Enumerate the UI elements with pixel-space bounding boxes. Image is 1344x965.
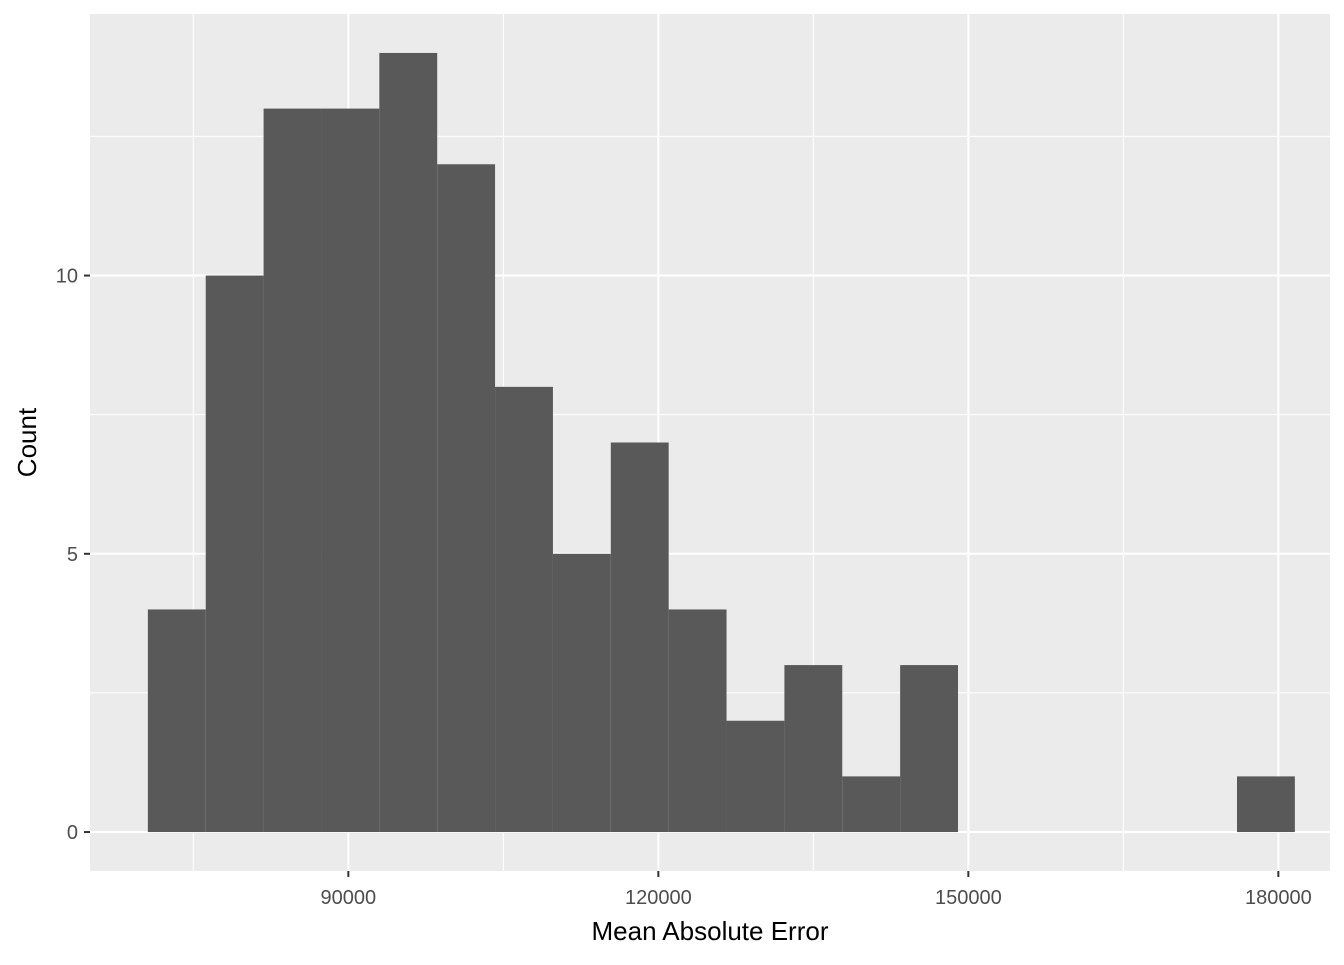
histogram-bar [379, 52, 438, 833]
x-tick-label: 150000 [935, 887, 1002, 909]
y-tick-label: 5 [67, 544, 78, 566]
histogram-bar [1237, 776, 1295, 833]
x-tick-label: 90000 [321, 887, 377, 909]
histogram-bars [147, 52, 1295, 833]
histogram-bar [263, 108, 322, 833]
histogram-bar [495, 386, 553, 833]
x-tick-label: 180000 [1245, 887, 1312, 909]
histogram-bar [552, 553, 611, 833]
x-axis-title: Mean Absolute Error [591, 916, 828, 946]
histogram-bar [205, 275, 264, 833]
histogram-bar [437, 164, 496, 833]
y-tick-label: 10 [56, 266, 78, 288]
y-axis-title: Count [12, 407, 42, 477]
histogram-bar [784, 665, 843, 833]
histogram-bar [726, 720, 785, 833]
y-tick-label: 0 [67, 822, 78, 844]
histogram-bar [321, 108, 380, 833]
x-axis: 90000 120000 150000 180000 [321, 871, 1312, 909]
y-axis: 0 5 10 [56, 266, 90, 844]
histogram-bar [900, 665, 958, 833]
histogram-bar [668, 609, 727, 833]
histogram-bar [842, 776, 901, 833]
histogram-bar [610, 442, 669, 833]
histogram-bar [147, 609, 206, 833]
x-tick-label: 120000 [625, 887, 692, 909]
